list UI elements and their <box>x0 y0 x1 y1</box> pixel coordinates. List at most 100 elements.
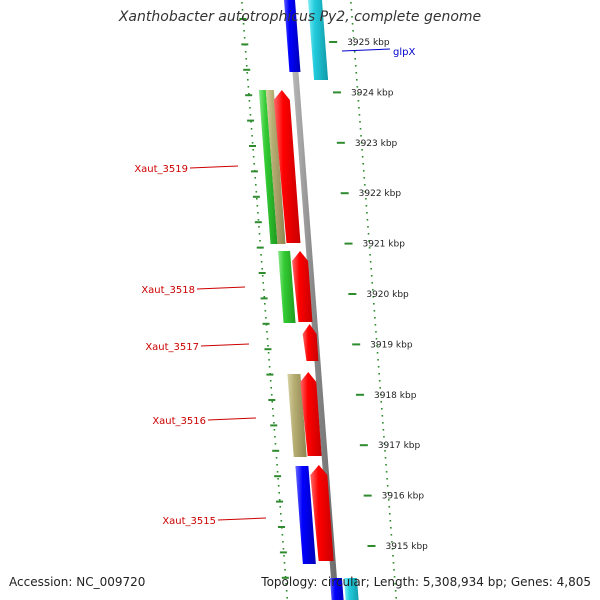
guide-dot <box>267 345 269 347</box>
guide-dot <box>246 72 249 74</box>
gene-label[interactable]: Xaut_3519 <box>134 164 188 175</box>
topology-info: Topology: circular; Length: 5,308,934 bp… <box>261 575 591 589</box>
leader-line <box>189 165 239 169</box>
scale-label: 3923 kbp <box>355 139 398 149</box>
guide-dot <box>267 352 270 354</box>
guide-dot <box>365 198 367 200</box>
guide-dot <box>272 408 274 410</box>
guide-dot <box>392 562 395 564</box>
scale-label: 3920 kbp <box>366 290 409 300</box>
guide-dot <box>283 562 286 564</box>
genes-value: 4,805 <box>556 575 591 589</box>
scale-tick <box>359 444 368 447</box>
gene-arrow[interactable] <box>300 372 322 456</box>
gene-arrow[interactable] <box>292 251 313 322</box>
gene-arrow[interactable] <box>307 0 329 80</box>
guide-dot <box>279 513 282 515</box>
guide-dot <box>241 9 244 11</box>
guide-dot <box>278 492 280 494</box>
gene-label[interactable]: Xaut_3515 <box>162 516 216 527</box>
guide-dot <box>252 149 254 151</box>
guide-dot <box>395 597 397 599</box>
guide-dot <box>274 436 276 438</box>
gene-arrow[interactable] <box>265 90 286 244</box>
guide-dot <box>363 177 366 179</box>
guide-dot <box>389 520 392 522</box>
guide-dot <box>384 450 386 452</box>
gene-label[interactable]: Xaut_3517 <box>145 342 199 353</box>
gene-arrow[interactable] <box>283 0 301 72</box>
guide-dot <box>369 261 372 263</box>
guide-dot <box>284 569 286 571</box>
scale-labels: 3925 kbp 3924 kbp 3923 kbp 3922 kbp 3921 kbp… <box>329 38 428 552</box>
guide-dot <box>369 254 371 256</box>
guide-dot <box>357 93 359 95</box>
guide-dot <box>367 233 370 235</box>
guide-dot <box>254 184 257 186</box>
guide-dot <box>265 317 267 319</box>
guide-dot <box>285 583 287 585</box>
gene-arrow[interactable] <box>329 578 344 600</box>
guide-dot <box>255 191 258 193</box>
guide-dot <box>254 177 257 179</box>
tick-mark <box>274 475 282 478</box>
guide-dot <box>386 478 388 480</box>
guide-dot <box>258 233 261 235</box>
guide-dot <box>371 282 374 284</box>
guide-dot <box>249 114 252 116</box>
guide-dot <box>379 387 382 389</box>
gene-arrow[interactable] <box>343 578 359 600</box>
guide-dot <box>253 163 255 165</box>
scale-tick <box>344 242 353 245</box>
guide-dot <box>260 261 263 263</box>
gene-label[interactable]: Xaut_3518 <box>141 285 195 296</box>
gene-label[interactable]: Xaut_3516 <box>152 416 206 427</box>
tick-mark <box>241 43 249 46</box>
gene-label[interactable]: glpX <box>393 47 415 58</box>
guide-dot <box>251 142 254 144</box>
gene-arrow[interactable] <box>258 90 278 244</box>
guide-dot <box>370 275 373 277</box>
leader-line <box>341 48 391 52</box>
gene-arrow[interactable] <box>310 465 334 561</box>
leader-line <box>200 343 250 347</box>
guide-dot <box>243 37 246 39</box>
guide-dot <box>366 219 369 221</box>
tick-mark <box>277 526 285 528</box>
gene-arrow[interactable] <box>273 90 301 243</box>
tick-mark <box>252 195 260 198</box>
guide-dot <box>276 471 279 473</box>
guide-dot <box>360 142 363 144</box>
scale-label: 3916 kbp <box>382 492 425 502</box>
guide-dot <box>371 289 374 291</box>
guide-dot <box>250 121 252 123</box>
guide-dot <box>363 184 366 186</box>
guide-dot <box>352 30 354 32</box>
guide-dot <box>357 100 360 102</box>
guide-dot <box>358 114 361 116</box>
dotted-guide-lines <box>241 2 397 599</box>
guide-dot <box>381 408 383 410</box>
guide-dot <box>375 338 378 340</box>
genes-label: Genes: <box>510 575 553 589</box>
guide-dot <box>266 331 268 333</box>
guide-dot <box>353 51 356 53</box>
guide-dot <box>350 9 353 11</box>
tick-mark <box>256 246 264 249</box>
guide-dot <box>386 485 389 487</box>
gene-arrow[interactable] <box>302 324 319 361</box>
gene-arrow[interactable] <box>295 466 316 564</box>
guide-dot <box>360 135 362 137</box>
scale-tick <box>356 393 365 396</box>
guide-dot <box>390 534 393 536</box>
tick-mark <box>279 551 287 554</box>
guide-dot <box>256 198 258 200</box>
accession-info: Accession: NC_009720 <box>9 575 145 589</box>
guide-dot <box>372 296 375 298</box>
scale-label: 3917 kbp <box>378 441 421 451</box>
guide-dot <box>391 548 394 550</box>
leader-line <box>207 417 257 421</box>
gene-arrow[interactable] <box>278 251 296 323</box>
guide-dot <box>350 2 352 4</box>
